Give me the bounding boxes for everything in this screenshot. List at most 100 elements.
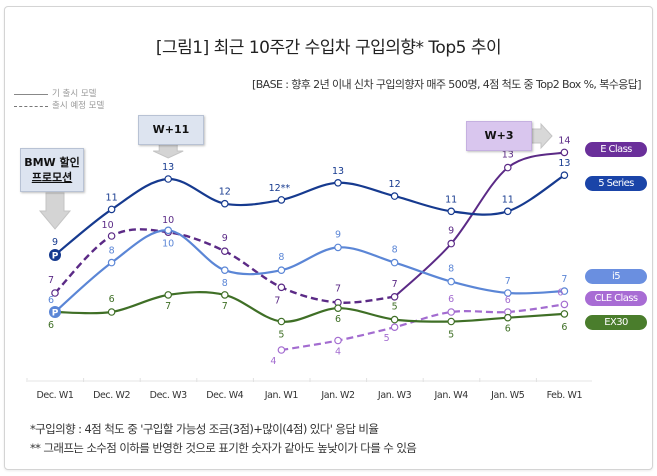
point-5-series <box>560 171 569 180</box>
x-tick-label: Dec. W1 <box>36 390 73 401</box>
data-label-ex30: 6 <box>505 324 511 335</box>
point-5-series <box>107 205 116 214</box>
data-label-e-class: 7 <box>274 295 280 306</box>
tag-cle-class: CLE Class <box>585 291 647 306</box>
x-tick-label: Dec. W4 <box>206 390 243 401</box>
point-i5 <box>221 266 229 275</box>
bmw-promo-line1: BMW 할인 <box>24 156 80 169</box>
data-label-i5: 7 <box>561 274 567 285</box>
data-label-i5: 8 <box>278 252 284 263</box>
footnote-2: ** 그래프는 소수점 이하를 반영한 것으로 표기한 숫자가 같아도 높낮이가… <box>30 441 417 455</box>
footnote-1: *구입의향 : 4점 척도 중 '구입할 가능성 조금(3점)+많이(4점) 있… <box>30 422 379 436</box>
data-label-i5: 6 <box>48 295 54 306</box>
dashed-line-swatch <box>14 105 48 107</box>
p-marker-label: P <box>52 309 59 319</box>
data-label-i5: 7 <box>505 276 511 287</box>
point-5-series <box>390 192 399 200</box>
tag-5-series: 5 Series <box>585 176 647 191</box>
point-i5 <box>164 226 173 235</box>
line-i5 <box>54 229 565 313</box>
point-cle-class <box>560 300 569 309</box>
chart-title: [그림1] 최근 10주간 수입차 구입의향* Top5 추이 <box>155 38 502 58</box>
down-arrow-icon <box>152 143 184 159</box>
point-cle-class <box>447 308 456 316</box>
x-tick-label: Jan. W5 <box>490 390 525 401</box>
series-lines <box>54 151 565 352</box>
down-arrow-icon <box>38 192 72 230</box>
solid-line-swatch <box>14 93 48 95</box>
callout-arrows <box>38 122 553 230</box>
point-i5 <box>390 258 399 267</box>
bmw-promo-line2: 프로모션 <box>31 171 73 184</box>
point-i5 <box>447 277 456 286</box>
tag-e-class: E Class <box>585 142 647 157</box>
data-label-5-series: 11 <box>106 192 118 203</box>
data-label-5-series: 12** <box>269 183 291 194</box>
data-label-e-class: 10 <box>162 215 174 226</box>
point-e-class <box>221 247 229 256</box>
line-style-legend: 기 출시 모델 출시 예정 모델 <box>14 88 104 112</box>
x-tick-label: Jan. W1 <box>264 390 299 401</box>
legend-solid-label: 기 출시 모델 <box>52 89 97 99</box>
tag-ex30: EX30 <box>585 315 647 330</box>
point-e-class <box>503 163 512 172</box>
x-tick-label: Jan. W2 <box>320 390 355 401</box>
data-label-cle-class: 4 <box>335 347 341 358</box>
point-ex30 <box>164 291 173 299</box>
data-label-5-series: 13 <box>558 158 570 169</box>
p-marker-icon <box>49 306 61 318</box>
line-e-class-solid <box>393 151 565 298</box>
legend-dashed-label: 출시 예정 모델 <box>52 101 105 111</box>
data-label-cle-class: 6 <box>448 294 454 305</box>
point-e-class <box>447 239 456 248</box>
line-cle-class <box>281 303 565 352</box>
point-e-class <box>277 283 286 292</box>
data-label-5-series: 12 <box>389 179 401 190</box>
bmw-promo-callout: BMW 할인 프로모션 <box>20 148 84 192</box>
data-label-5-series: 13 <box>332 166 344 177</box>
data-label-ex30: 7 <box>222 301 228 312</box>
point-i5 <box>560 287 569 295</box>
point-cle-class <box>277 346 286 354</box>
point-5-series <box>164 175 173 183</box>
w11-callout: W+11 <box>138 115 204 145</box>
point-e-class <box>560 148 569 157</box>
x-tick-label: Feb. W1 <box>547 390 583 401</box>
x-tick-label: Dec. W3 <box>150 390 187 401</box>
point-ex30 <box>277 317 286 326</box>
data-label-ex30: 5 <box>278 330 284 341</box>
data-label-i5: 8 <box>392 245 398 256</box>
data-label-e-class: 13 <box>502 150 514 161</box>
point-ex30 <box>447 317 456 326</box>
point-ex30 <box>221 291 229 299</box>
data-label-e-class: 7 <box>335 284 341 295</box>
point-5-series <box>503 207 512 216</box>
x-tick-label: Dec. W2 <box>93 390 130 401</box>
point-5-series <box>334 179 342 187</box>
data-label-e-class: 9 <box>448 226 454 237</box>
point-5-series <box>221 199 229 208</box>
point-cle-class <box>390 323 399 332</box>
point-e-class <box>390 292 399 301</box>
x-tick-label: Jan. W4 <box>434 390 469 401</box>
point-ex30 <box>107 308 116 316</box>
point-i5 <box>503 289 512 297</box>
series-points: PP <box>49 148 569 354</box>
data-label-ex30: 6 <box>109 294 115 305</box>
line-ex30 <box>54 291 565 323</box>
x-axis <box>26 378 592 382</box>
w3-callout: W+3 <box>466 121 532 151</box>
legend-dashed: 출시 예정 모델 <box>14 100 104 112</box>
line-5-series <box>54 174 565 256</box>
data-label-ex30: 5 <box>392 302 398 313</box>
x-tick-labels: Dec. W1 Dec. W2 Dec. W3 Dec. W4 Jan. W1 Jan. … <box>36 390 582 401</box>
data-label-5-series: 11 <box>445 194 457 205</box>
point-ex30 <box>390 315 399 324</box>
p-marker-icon <box>49 249 61 261</box>
data-label-5-series: 11 <box>502 194 514 205</box>
point-i5 <box>107 258 116 267</box>
x-tick-label: Jan. W3 <box>377 390 412 401</box>
data-label-ex30: 6 <box>561 322 567 333</box>
point-i5 <box>334 243 342 252</box>
data-label-e-class: 10 <box>102 220 114 231</box>
